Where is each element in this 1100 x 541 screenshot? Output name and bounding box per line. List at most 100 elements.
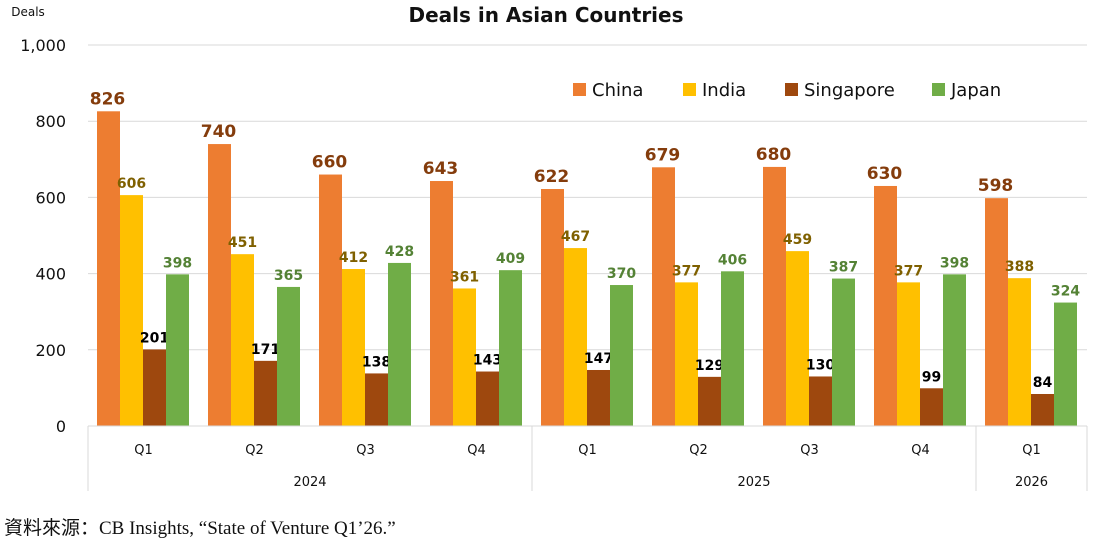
data-label-japan: 428 xyxy=(385,244,414,260)
data-label-japan: 365 xyxy=(274,268,303,284)
year-label: 2025 xyxy=(737,475,770,490)
bar-japan xyxy=(499,270,522,426)
bar-singapore xyxy=(587,369,610,426)
y-axis-label: Deals xyxy=(11,5,45,19)
x-tick-label: Q2 xyxy=(689,443,708,458)
data-label-japan: 324 xyxy=(1051,284,1080,300)
bar-india xyxy=(120,195,143,426)
bar-japan xyxy=(388,262,411,426)
data-label-singapore: 143 xyxy=(473,353,502,369)
data-label-singapore: 171 xyxy=(251,342,280,358)
bar-india xyxy=(675,282,698,426)
data-label-china: 679 xyxy=(645,145,681,165)
data-label-india: 388 xyxy=(1005,259,1034,275)
bar-india xyxy=(342,269,365,426)
bar-japan xyxy=(943,274,966,426)
bar-china xyxy=(319,174,342,426)
data-label-singapore: 138 xyxy=(362,354,391,370)
x-tick-label: Q1 xyxy=(134,443,153,458)
x-tick-label: Q4 xyxy=(911,443,930,458)
data-label-india: 377 xyxy=(894,263,923,279)
legend-swatch-singapore xyxy=(785,83,798,96)
data-label-china: 630 xyxy=(867,164,903,184)
x-tick-label: Q1 xyxy=(1022,443,1041,458)
bar-india xyxy=(564,248,587,426)
bar-singapore xyxy=(809,376,832,426)
data-label-japan: 406 xyxy=(718,252,747,268)
data-label-china: 660 xyxy=(312,153,348,173)
y-tick-label: 1,000 xyxy=(20,36,66,55)
data-label-china: 598 xyxy=(978,176,1014,196)
bar-china xyxy=(430,181,453,426)
y-tick-label: 0 xyxy=(56,417,66,436)
bar-japan xyxy=(166,274,189,426)
legend-label-china: China xyxy=(592,80,643,101)
legend-swatch-japan xyxy=(932,83,945,96)
bar-china xyxy=(541,189,564,426)
bar-singapore xyxy=(254,360,277,426)
legend-swatch-india xyxy=(683,83,696,96)
data-label-singapore: 147 xyxy=(584,351,613,367)
data-label-japan: 370 xyxy=(607,266,636,282)
bar-china xyxy=(985,198,1008,426)
y-tick-label: 400 xyxy=(35,265,66,284)
data-label-india: 467 xyxy=(561,229,590,245)
data-label-china: 680 xyxy=(756,145,792,165)
data-label-india: 606 xyxy=(117,176,146,192)
bar-singapore xyxy=(365,373,388,426)
bar-india xyxy=(897,282,920,426)
data-label-china: 622 xyxy=(534,167,570,187)
bar-japan xyxy=(277,286,300,426)
data-label-singapore: 201 xyxy=(140,330,169,346)
data-label-japan: 398 xyxy=(163,255,192,271)
bar-china xyxy=(763,166,786,427)
legend-label-singapore: Singapore xyxy=(804,80,895,101)
bar-china xyxy=(208,144,231,426)
bar-china xyxy=(874,185,897,426)
bar-singapore xyxy=(476,371,499,426)
bar-china xyxy=(652,167,675,426)
data-label-china: 740 xyxy=(201,122,237,142)
data-label-india: 459 xyxy=(783,232,812,248)
bar-japan xyxy=(721,271,744,426)
bar-india xyxy=(231,254,254,426)
bar-singapore xyxy=(920,388,943,426)
legend-label-japan: Japan xyxy=(950,80,1001,101)
year-label: 2024 xyxy=(293,475,326,490)
bar-japan xyxy=(832,278,855,426)
x-tick-label: Q2 xyxy=(245,443,264,458)
bar-singapore xyxy=(143,349,166,426)
bar-japan xyxy=(610,285,633,426)
bar-singapore xyxy=(698,376,721,426)
y-tick-label: 800 xyxy=(35,112,66,131)
data-label-japan: 387 xyxy=(829,260,858,276)
y-tick-label: 200 xyxy=(35,341,66,360)
bar-singapore xyxy=(1031,393,1054,426)
data-label-japan: 409 xyxy=(496,251,525,267)
bar-japan xyxy=(1054,302,1077,426)
x-tick-label: Q1 xyxy=(578,443,597,458)
legend-label-india: India xyxy=(702,80,746,101)
bar-india xyxy=(453,288,476,426)
bar-india xyxy=(786,251,809,426)
y-tick-label: 600 xyxy=(35,188,66,207)
data-label-india: 377 xyxy=(672,263,701,279)
data-label-singapore: 130 xyxy=(806,357,835,373)
year-label: 2026 xyxy=(1015,475,1048,490)
data-label-japan: 398 xyxy=(940,255,969,271)
source-note: 資料來源：CB Insights, “State of Venture Q1’2… xyxy=(4,518,396,539)
data-label-singapore: 99 xyxy=(922,369,941,385)
data-label-china: 643 xyxy=(423,159,459,179)
bar-india xyxy=(1008,278,1031,426)
data-label-india: 412 xyxy=(339,250,368,266)
x-tick-label: Q4 xyxy=(467,443,486,458)
legend-swatch-china xyxy=(573,83,586,96)
data-label-india: 361 xyxy=(450,269,479,285)
data-label-singapore: 129 xyxy=(695,358,724,374)
x-tick-label: Q3 xyxy=(800,443,819,458)
data-label-china: 826 xyxy=(90,89,126,109)
chart-title: Deals in Asian Countries xyxy=(408,3,683,27)
x-tick-label: Q3 xyxy=(356,443,375,458)
data-label-singapore: 84 xyxy=(1033,375,1053,391)
